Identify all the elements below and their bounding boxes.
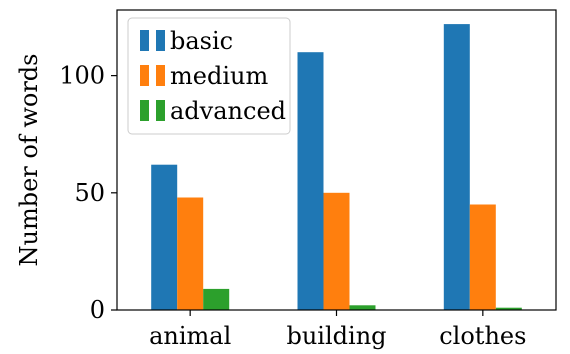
legend-label-medium: medium [170, 62, 268, 90]
bar-medium-building [323, 192, 350, 310]
y-tick-label: 50 [74, 179, 105, 207]
legend-swatch-basic [156, 30, 165, 51]
ticks-layer: 0 50 100 animal building clothes [59, 62, 526, 350]
bar-medium-clothes [469, 204, 496, 310]
legend-label-advanced: advanced [170, 97, 286, 125]
x-tick-label-animal: animal [149, 322, 231, 350]
bar-advanced-clothes [495, 307, 522, 310]
bar-basic-building [297, 52, 324, 310]
legend: basic medium advanced [127, 17, 291, 135]
x-tick-label-clothes: clothes [439, 322, 526, 350]
x-tick-label-building: building [286, 322, 386, 350]
bar-basic-clothes [443, 24, 470, 310]
bar-advanced-building [349, 305, 376, 310]
legend-swatch-medium [156, 65, 165, 86]
bar-medium-animal [177, 197, 204, 310]
y-tick-label: 100 [59, 62, 105, 90]
legend-swatch-medium [140, 65, 149, 86]
bar-advanced-animal [203, 288, 230, 310]
y-tick-label: 0 [90, 296, 105, 324]
legend-box [127, 17, 291, 135]
legend-swatch-advanced [140, 100, 149, 121]
bar-basic-animal [151, 164, 178, 310]
legend-swatch-basic [140, 30, 149, 51]
y-axis-label: Number of words [15, 54, 43, 267]
legend-swatch-advanced [156, 100, 165, 121]
bars-layer [151, 24, 522, 310]
legend-label-basic: basic [170, 27, 233, 55]
